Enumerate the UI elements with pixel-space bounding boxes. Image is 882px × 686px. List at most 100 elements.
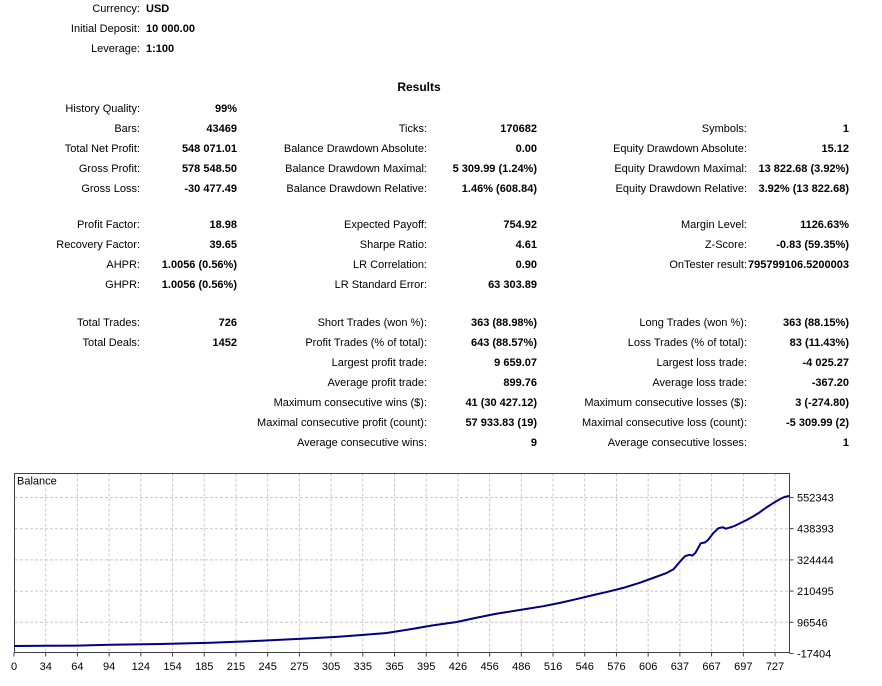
initial-deposit-value: 10 000.00: [146, 23, 195, 35]
stat-label: Short Trades (won %):: [317, 317, 427, 329]
stat-label: History Quality:: [65, 103, 140, 115]
stat-value: 1: [842, 437, 849, 449]
y-axis-label: 96546: [797, 617, 828, 629]
stat-value: 57 933.83 (19): [465, 417, 537, 429]
stat-value: 5 309.99 (1.24%): [452, 163, 537, 175]
stat-label: Average profit trade:: [327, 377, 427, 389]
leverage-label: Leverage:: [91, 43, 140, 55]
stat-value: 1.46% (608.84): [461, 183, 537, 195]
stat-value: 0.00: [515, 143, 537, 155]
stat-value: 795799106.5200003: [748, 259, 849, 271]
x-axis-label: 305: [322, 661, 340, 673]
balance-chart: 0 34 64 94 124 154 185 215 245 275 305 335 365 395 426…: [0, 470, 882, 686]
stat-label: LR Standard Error:: [334, 279, 427, 291]
stat-value: 1.0056 (0.56%): [161, 259, 237, 271]
stat-value: 9: [530, 437, 537, 449]
stat-value: 1: [842, 123, 849, 135]
stat-label: Balance Drawdown Relative:: [286, 183, 427, 195]
stat-value: 4.61: [515, 239, 537, 251]
x-axis-label: 576: [607, 661, 625, 673]
stat-value: 170682: [500, 123, 537, 135]
stat-value: 548 071.01: [181, 143, 237, 155]
x-axis-label: 486: [512, 661, 530, 673]
stat-value: 0.90: [515, 259, 537, 271]
stat-value: 15.12: [821, 143, 849, 155]
stat-value: -367.20: [811, 377, 849, 389]
stat-label: Total Deals:: [82, 337, 140, 349]
x-axis-label: 667: [702, 661, 720, 673]
stat-label: OnTester result:: [669, 259, 747, 271]
stat-label: AHPR:: [106, 259, 140, 271]
stat-value: 99%: [214, 103, 237, 115]
stat-value: 899.76: [503, 377, 537, 389]
stat-label: LR Correlation:: [353, 259, 427, 271]
plot-border: [14, 473, 790, 653]
currency-value: USD: [146, 3, 170, 15]
x-axis-label: 275: [290, 661, 308, 673]
stat-label: Equity Drawdown Maximal:: [614, 163, 747, 175]
x-axis-label: 64: [71, 661, 83, 673]
x-axis-label: 154: [163, 661, 181, 673]
stat-value: 1452: [212, 337, 237, 349]
stat-value: 3.92% (13 822.68): [758, 183, 849, 195]
stat-value: 39.65: [209, 239, 237, 251]
stat-label: Z-Score:: [704, 239, 747, 251]
stat-value: -0.83 (59.35%): [776, 239, 849, 251]
x-axis-label: 94: [103, 661, 115, 673]
x-axis-label: 34: [40, 661, 52, 673]
stat-label: Average loss trade:: [652, 377, 747, 389]
stat-value: 726: [218, 317, 237, 329]
x-axis-label: 697: [734, 661, 752, 673]
stat-label: Total Trades:: [77, 317, 140, 329]
x-axis-label: 546: [576, 661, 594, 673]
stat-value: -4 025.27: [802, 357, 849, 369]
stat-label: Profit Factor:: [77, 219, 140, 231]
stat-label: Maximum consecutive losses ($):: [584, 397, 747, 409]
stat-label: Loss Trades (% of total):: [627, 337, 747, 349]
stat-value: 643 (88.57%): [470, 337, 537, 349]
stat-label: Margin Level:: [680, 219, 747, 231]
stat-label: Maximal consecutive profit (count):: [257, 417, 427, 429]
x-axis-label: 606: [639, 661, 657, 673]
stat-value: 363 (88.98%): [470, 317, 537, 329]
stat-label: Balance Drawdown Maximal:: [285, 163, 427, 175]
x-axis-label: 0: [11, 661, 17, 673]
stat-label: Average consecutive wins:: [296, 437, 427, 449]
balance-chart-svg: 0 34 64 94 124 154 185 215 245 275 305 335 365 395 426…: [11, 473, 834, 673]
x-axis-label: 426: [449, 661, 467, 673]
stat-value: -5 309.99 (2): [786, 417, 849, 429]
stat-value: 43469: [206, 123, 237, 135]
stat-label: Profit Trades (% of total):: [305, 337, 427, 349]
stat-value: 18.98: [209, 219, 237, 231]
results-title: Results: [397, 80, 441, 94]
stat-label: Bars:: [114, 123, 140, 135]
x-axis-label: 245: [258, 661, 276, 673]
y-axis-label: 324444: [797, 555, 834, 567]
currency-label: Currency:: [92, 3, 140, 15]
x-axis-label: 637: [671, 661, 689, 673]
x-axis-label: 365: [385, 661, 403, 673]
stat-label: Largest loss trade:: [656, 357, 748, 369]
stat-label: Total Net Profit:: [64, 143, 140, 155]
stat-value: 9 659.07: [494, 357, 537, 369]
stat-label: Gross Loss:: [81, 183, 140, 195]
stat-label: Gross Profit:: [78, 163, 140, 175]
y-axis-label: 438393: [797, 524, 834, 536]
stat-value: 13 822.68 (3.92%): [758, 163, 849, 175]
x-axis-label: 516: [544, 661, 562, 673]
stat-value: -30 477.49: [184, 183, 237, 195]
leverage-value: 1:100: [146, 43, 175, 55]
stat-label: Symbols:: [701, 123, 747, 135]
stat-value: 41 (30 427.12): [465, 397, 537, 409]
stat-label: Recovery Factor:: [56, 239, 140, 251]
stat-label: Ticks:: [398, 123, 427, 135]
x-axis-label: 335: [354, 661, 372, 673]
stat-value: 578 548.50: [181, 163, 237, 175]
stat-value: 63 303.89: [488, 279, 537, 291]
x-axis-label: 395: [417, 661, 435, 673]
stat-label: Expected Payoff:: [344, 219, 427, 231]
y-axis-label: 552343: [797, 492, 834, 504]
stat-label: Equity Drawdown Relative:: [615, 183, 747, 195]
x-axis-label: 727: [766, 661, 784, 673]
